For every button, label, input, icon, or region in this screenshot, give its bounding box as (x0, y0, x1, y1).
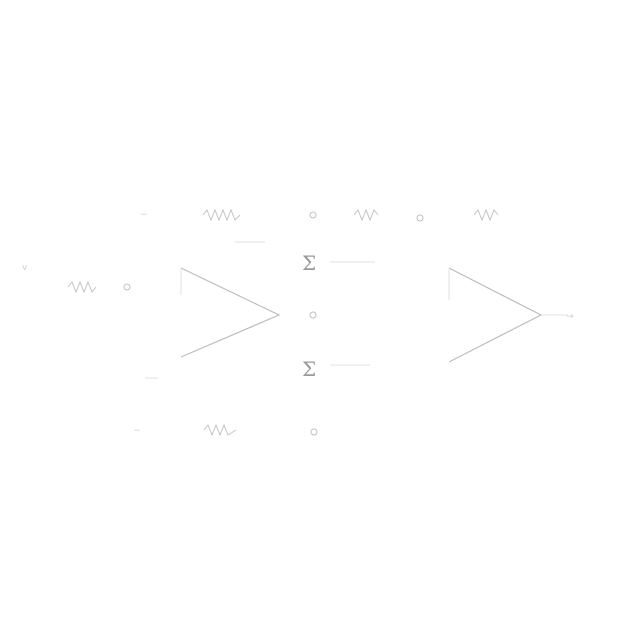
output-arrow: → (566, 312, 574, 322)
top-terminal-label: − (140, 210, 148, 220)
op-amp-2 (448, 267, 543, 363)
input-terminal-label: v (22, 263, 28, 273)
mid-node (309, 311, 317, 319)
bottom-resistor (203, 423, 237, 437)
summation-symbol-bottom: Σ (302, 357, 316, 381)
bottom-terminal-label: − (133, 426, 141, 436)
op-amp-1 (180, 267, 281, 358)
bottom-node (310, 428, 318, 436)
top-node-1 (309, 211, 317, 219)
top-resistor-1 (202, 208, 241, 222)
input-node (123, 283, 131, 291)
top-resistor-3 (473, 208, 499, 222)
top-resistor-2 (353, 208, 379, 222)
top-node-2 (416, 214, 424, 222)
summation-symbol-top: Σ (302, 251, 316, 275)
input-resistor (67, 280, 97, 294)
